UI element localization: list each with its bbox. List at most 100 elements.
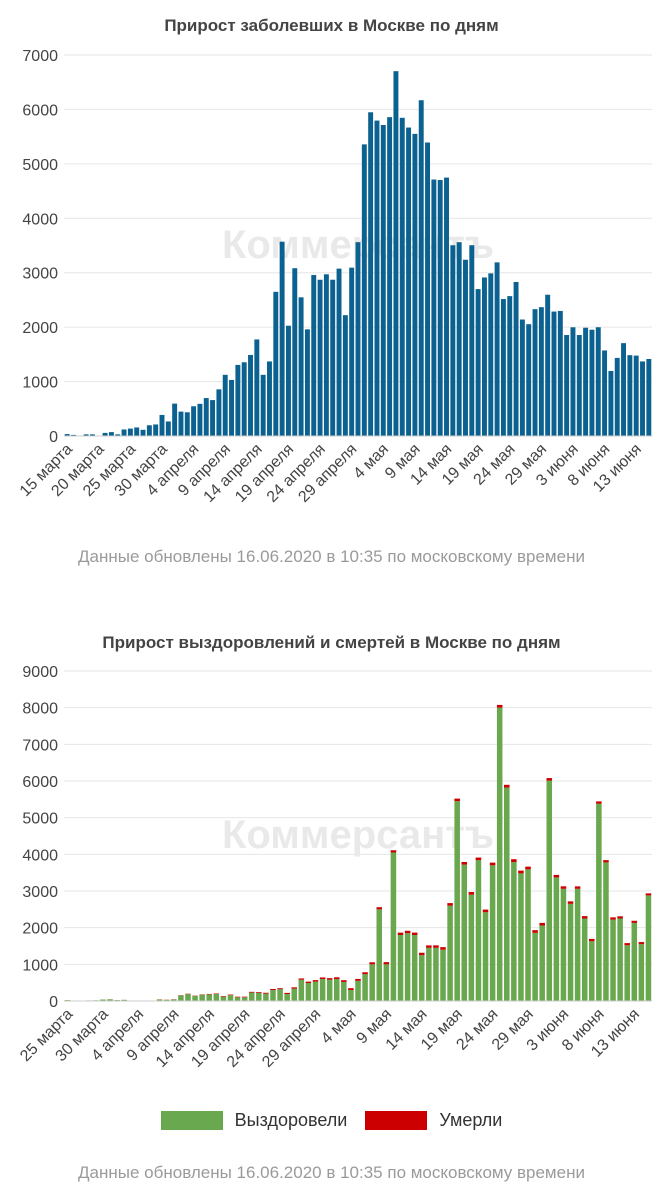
bar-recovered[interactable]	[121, 999, 127, 1001]
bar-cases[interactable]	[210, 400, 216, 436]
bar-recovered[interactable]	[263, 993, 269, 1001]
bar-deaths[interactable]	[511, 859, 517, 863]
bar-cases[interactable]	[633, 355, 639, 436]
bar-deaths[interactable]	[227, 994, 234, 996]
bar-recovered[interactable]	[482, 912, 489, 1001]
bar-recovered[interactable]	[284, 994, 290, 1001]
bar-cases[interactable]	[494, 262, 500, 436]
bar-recovered[interactable]	[397, 935, 404, 1001]
bar-recovered[interactable]	[489, 865, 496, 1001]
bar-cases[interactable]	[500, 299, 506, 436]
bar-cases[interactable]	[538, 307, 544, 436]
bar-cases[interactable]	[595, 327, 601, 436]
bar-recovered[interactable]	[326, 979, 333, 1001]
bar-recovered[interactable]	[426, 947, 432, 1001]
bar-cases[interactable]	[342, 315, 348, 436]
bar-cases[interactable]	[222, 374, 228, 436]
bar-cases[interactable]	[121, 429, 127, 436]
bar-recovered[interactable]	[475, 860, 482, 1001]
bar-recovered[interactable]	[518, 873, 524, 1001]
bar-cases[interactable]	[450, 245, 456, 436]
bar-cases[interactable]	[153, 424, 159, 436]
bar-recovered[interactable]	[199, 994, 205, 1001]
bar-cases[interactable]	[589, 329, 595, 436]
bar-recovered[interactable]	[319, 979, 326, 1001]
bar-cases[interactable]	[608, 370, 614, 436]
bar-recovered[interactable]	[638, 944, 645, 1001]
bar-cases[interactable]	[418, 100, 424, 436]
bar-recovered[interactable]	[107, 999, 113, 1001]
bar-deaths[interactable]	[546, 778, 553, 781]
bar-cases[interactable]	[273, 291, 279, 436]
bar-cases[interactable]	[583, 327, 589, 436]
bar-recovered[interactable]	[185, 994, 191, 1001]
bar-cases[interactable]	[89, 434, 95, 436]
bar-deaths[interactable]	[319, 977, 326, 979]
bar-deaths[interactable]	[390, 850, 397, 853]
bar-deaths[interactable]	[355, 978, 361, 981]
bar-cases[interactable]	[330, 279, 336, 436]
bar-cases[interactable]	[292, 268, 298, 436]
bar-recovered[interactable]	[376, 909, 383, 1001]
bar-deaths[interactable]	[610, 917, 616, 920]
bar-recovered[interactable]	[312, 981, 319, 1001]
bar-recovered[interactable]	[617, 918, 623, 1002]
bar-cases[interactable]	[216, 389, 222, 436]
bar-deaths[interactable]	[220, 996, 227, 997]
bar-deaths[interactable]	[248, 991, 255, 993]
bar-deaths[interactable]	[369, 962, 375, 965]
bar-recovered[interactable]	[404, 933, 411, 1001]
bar-recovered[interactable]	[560, 888, 567, 1001]
bar-cases[interactable]	[469, 245, 475, 436]
bar-deaths[interactable]	[567, 901, 574, 904]
bar-cases[interactable]	[614, 357, 620, 436]
bar-cases[interactable]	[159, 414, 165, 436]
bar-cases[interactable]	[646, 358, 652, 436]
bar-deaths[interactable]	[256, 992, 262, 993]
bar-cases[interactable]	[248, 354, 253, 436]
bar-cases[interactable]	[557, 310, 563, 436]
bar-recovered[interactable]	[100, 999, 106, 1001]
legend-item-recovered[interactable]: Выздоровели	[160, 1110, 347, 1131]
bar-cases[interactable]	[532, 309, 538, 436]
bar-recovered[interactable]	[213, 994, 220, 1001]
bar-deaths[interactable]	[539, 922, 545, 926]
bar-cases[interactable]	[260, 374, 266, 436]
bar-deaths[interactable]	[270, 989, 276, 990]
bar-cases[interactable]	[71, 434, 76, 436]
bar-deaths[interactable]	[411, 932, 418, 935]
bar-cases[interactable]	[191, 406, 197, 436]
bar-deaths[interactable]	[581, 916, 588, 919]
bar-cases[interactable]	[481, 277, 487, 436]
bar-cases[interactable]	[140, 429, 146, 436]
bar-cases[interactable]	[229, 379, 235, 436]
bar-deaths[interactable]	[560, 886, 567, 889]
bar-deaths[interactable]	[518, 870, 524, 874]
bar-recovered[interactable]	[348, 990, 354, 1001]
bar-deaths[interactable]	[341, 980, 347, 982]
bar-deaths[interactable]	[333, 977, 340, 979]
bar-cases[interactable]	[311, 275, 317, 436]
bar-cases[interactable]	[456, 242, 462, 436]
bar-cases[interactable]	[304, 329, 310, 436]
bar-cases[interactable]	[507, 296, 513, 436]
bar-recovered[interactable]	[596, 803, 602, 1001]
bar-recovered[interactable]	[333, 979, 340, 1001]
bar-deaths[interactable]	[454, 798, 460, 802]
bar-recovered[interactable]	[192, 995, 198, 1001]
bar-deaths[interactable]	[298, 978, 305, 980]
bar-cases[interactable]	[387, 117, 393, 436]
bar-cases[interactable]	[361, 144, 367, 436]
bar-cases[interactable]	[178, 411, 184, 436]
bar-cases[interactable]	[108, 432, 114, 436]
bar-deaths[interactable]	[461, 862, 468, 865]
bar-deaths[interactable]	[305, 981, 312, 984]
bar-recovered[interactable]	[461, 864, 468, 1001]
bar-deaths[interactable]	[447, 903, 453, 906]
bar-deaths[interactable]	[475, 857, 482, 861]
bar-cases[interactable]	[425, 142, 431, 436]
bar-cases[interactable]	[267, 361, 272, 436]
bar-deaths[interactable]	[574, 886, 581, 889]
bar-cases[interactable]	[115, 434, 121, 436]
bar-recovered[interactable]	[553, 877, 560, 1001]
